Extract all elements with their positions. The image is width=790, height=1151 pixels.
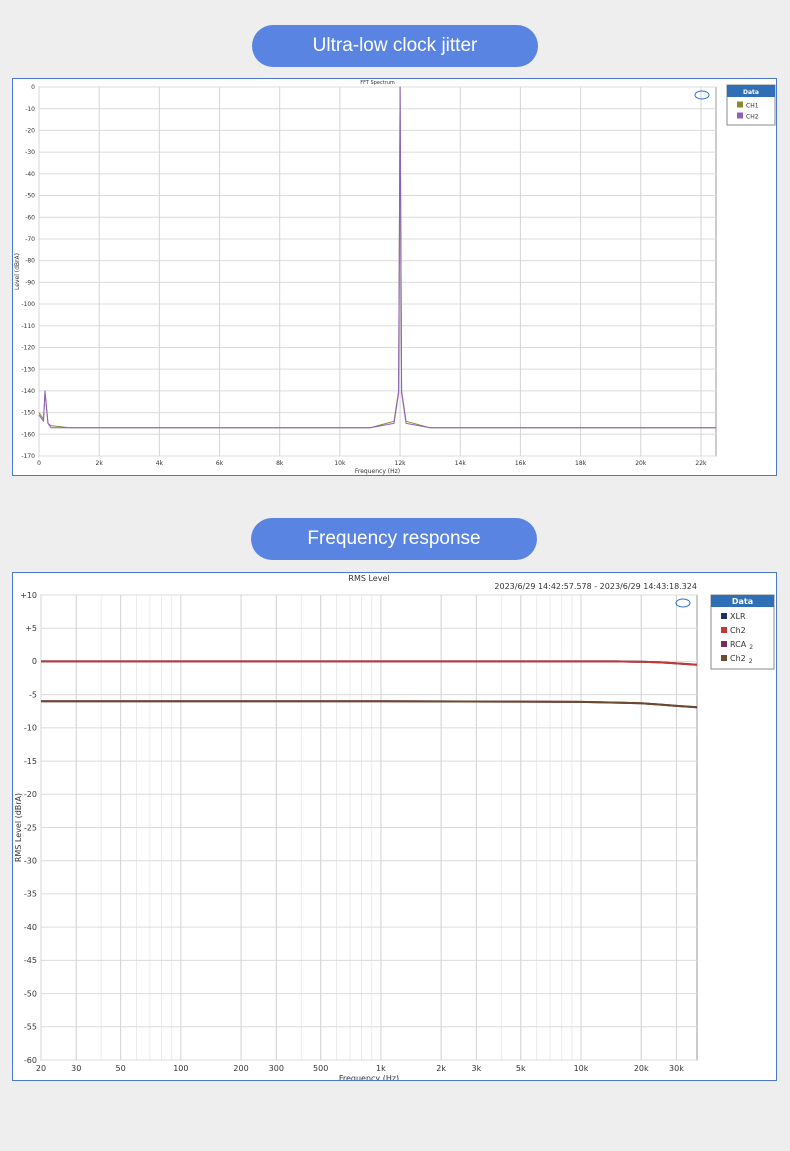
y-tick-label: -110 <box>21 323 35 330</box>
x-tick-label: 12k <box>395 460 407 467</box>
legend-swatch <box>721 655 727 661</box>
legend-header <box>727 85 775 97</box>
ap-logo <box>675 598 691 608</box>
x-tick-label: 4k <box>156 460 164 467</box>
series-line-ch2 <box>38 86 716 429</box>
legend-swatch <box>737 112 743 119</box>
legend-entry-xlr: XLR <box>730 612 746 621</box>
y-tick-label: -80 <box>25 258 35 265</box>
y-tick-label: -140 <box>21 388 35 395</box>
x-tick-label: 50 <box>116 1064 126 1073</box>
x-tick-label: 14k <box>455 460 467 467</box>
y-tick-label: 0 <box>32 657 37 666</box>
legend-swatch <box>721 641 727 647</box>
ap-logo-ring <box>675 598 691 608</box>
ap-logo <box>694 90 710 100</box>
section-heading-jitter: Ultra-low clock jitter <box>252 25 538 67</box>
y-tick-label: -40 <box>24 923 37 932</box>
x-tick-label: 0 <box>37 460 41 467</box>
legend-swatch <box>737 101 743 108</box>
legend-entry-suffix: 2 <box>749 658 753 665</box>
y-tick-label: -90 <box>25 279 35 286</box>
y-tick-label: -160 <box>21 431 35 438</box>
y-tick-label: 0 <box>31 84 35 91</box>
y-tick-label: -70 <box>25 236 35 243</box>
x-tick-label: 300 <box>269 1064 284 1073</box>
y-tick-label: -20 <box>25 128 35 135</box>
x-tick-label: 500 <box>313 1064 328 1073</box>
frequency-response-plot: +10 +5 0 -5 -10 -15 -20 -25 -30 -35 -40 -45 -50 -55 -6… <box>14 574 775 1080</box>
x-tick-label: 2k <box>96 460 104 467</box>
x-tick-label: 5k <box>516 1064 526 1073</box>
y-tick-label: -120 <box>21 345 35 352</box>
chart-title: FFT Spectrum <box>360 80 395 86</box>
y-tick-label: -10 <box>24 724 37 733</box>
fft-spectrum-chart: 0 -10 -20 -30 -40 -50 -60 -70 -80 -90 -100 -110 -120… <box>12 78 777 476</box>
legend-swatch <box>721 613 727 619</box>
y-tick-label: -25 <box>24 823 37 832</box>
legend-entry-ch2: CH2 <box>746 114 759 121</box>
legend-header <box>711 595 774 607</box>
x-tick-label: 100 <box>173 1064 188 1073</box>
legend-entry-ch2: Ch2 2 <box>730 654 753 665</box>
x-tick-label: 30 <box>71 1064 81 1073</box>
x-tick-label: 10k <box>334 460 346 467</box>
x-tick-label: 20k <box>634 1064 649 1073</box>
x-tick-label: 3k <box>472 1064 482 1073</box>
y-tick-label: -100 <box>21 301 35 308</box>
legend-entry-ch2: Ch2 <box>730 626 746 635</box>
y-tick-label: -15 <box>24 757 37 766</box>
series-line-ch2 <box>41 700 698 709</box>
fft-spectrum-plot: 0 -10 -20 -30 -40 -50 -60 -70 -80 -90 -100 -110 -120… <box>14 80 776 475</box>
y-tick-label: -55 <box>24 1023 37 1032</box>
x-tick-label: 10k <box>574 1064 589 1073</box>
y-tick-label: +10 <box>20 591 37 600</box>
chart-title: RMS Level <box>348 574 389 583</box>
y-tick-label: -50 <box>25 193 35 200</box>
y-tick-label: -60 <box>24 1056 37 1065</box>
y-axis-label: Level (dBrA) <box>14 253 21 290</box>
x-tick-label: 200 <box>233 1064 248 1073</box>
x-axis-label: Frequency (Hz) <box>355 468 400 475</box>
y-tick-label: -45 <box>24 956 37 965</box>
y-tick-label: -20 <box>24 790 37 799</box>
x-axis-label: Frequency (Hz) <box>339 1074 399 1080</box>
x-tick-label: 1k <box>376 1064 386 1073</box>
y-axis-label: RMS Level (dBrA) <box>14 793 23 862</box>
x-tick-label: 20k <box>635 460 647 467</box>
y-tick-label: -130 <box>21 366 35 373</box>
legend-entry-suffix: 2 <box>749 644 753 651</box>
y-tick-label: -5 <box>29 690 37 699</box>
x-tick-label: 16k <box>515 460 527 467</box>
y-tick-label: -35 <box>24 890 37 899</box>
legend-title: Data <box>732 597 753 606</box>
x-tick-label: 6k <box>216 460 224 467</box>
y-tick-label: -30 <box>24 857 37 866</box>
y-tick-label: +5 <box>25 624 37 633</box>
y-tick-label: -40 <box>25 171 35 178</box>
x-tick-label: 8k <box>276 460 284 467</box>
ap-logo-ring <box>694 90 710 100</box>
y-tick-label: -150 <box>21 410 35 417</box>
legend-title: Data <box>743 89 759 96</box>
legend-swatch <box>721 627 727 633</box>
chart-timestamp: 2023/6/29 14:42:57.578 - 2023/6/29 14:43… <box>494 582 697 591</box>
x-tick-label: 20 <box>36 1064 46 1073</box>
y-tick-label: -30 <box>25 149 35 156</box>
y-tick-label: -170 <box>21 453 35 460</box>
section-heading-frequency-response: Frequency response <box>251 518 537 560</box>
x-tick-label: 22k <box>695 460 707 467</box>
y-tick-label: -10 <box>25 106 35 113</box>
x-tick-label: 30k <box>669 1064 684 1073</box>
x-tick-label: 2k <box>436 1064 446 1073</box>
x-tick-label: 18k <box>575 460 587 467</box>
y-tick-label: -50 <box>24 989 37 998</box>
legend-entry-ch1: CH1 <box>746 103 759 110</box>
series-line-ch2 <box>41 660 698 666</box>
legend-entry-rca: RCA 2 <box>730 640 753 651</box>
plot-area <box>38 86 717 457</box>
frequency-response-chart: +10 +5 0 -5 -10 -15 -20 -25 -30 -35 -40 -45 -50 -55 -6… <box>12 572 777 1081</box>
y-tick-label: -60 <box>25 214 35 221</box>
